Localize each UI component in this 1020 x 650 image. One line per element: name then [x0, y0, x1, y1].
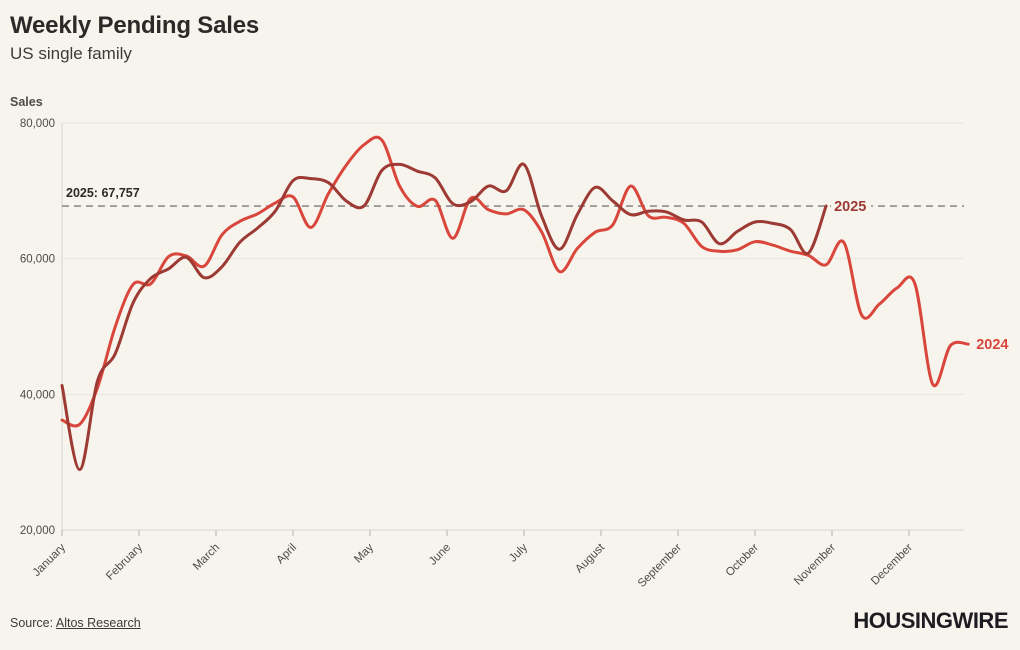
- month-label-june: June: [427, 542, 453, 568]
- month-label-july: July: [507, 541, 530, 564]
- series-label-2024: 2024: [976, 337, 1008, 353]
- month-label-december: December: [869, 542, 915, 588]
- series-label-2025: 2025: [834, 199, 866, 215]
- source-note: Source: Altos Research: [10, 616, 141, 630]
- page-title: Weekly Pending Sales: [10, 12, 259, 39]
- month-label-november: November: [792, 542, 838, 588]
- y-tick-label: 80,000: [20, 118, 55, 130]
- series-line-2025: [60, 162, 828, 472]
- month-label-march: March: [191, 542, 222, 573]
- series-line-2024: [60, 135, 970, 428]
- series-label-bg: [831, 197, 872, 216]
- month-label-february: February: [104, 541, 145, 582]
- month-label-may: May: [352, 541, 376, 565]
- housingwire-logo: HOUSINGWIRE: [853, 608, 1008, 633]
- source-prefix: Source:: [10, 616, 54, 630]
- y-tick-label: 60,000: [20, 254, 55, 266]
- page-subtitle: US single family: [10, 44, 132, 63]
- source-link[interactable]: Altos Research: [55, 616, 141, 630]
- annotation-label: 2025: 67,757: [66, 186, 140, 200]
- y-axis-title: Sales: [10, 95, 43, 109]
- y-tick-label: 40,000: [20, 389, 55, 401]
- month-label-august: August: [573, 541, 607, 575]
- month-label-april: April: [274, 542, 299, 567]
- y-tick-label: 20,000: [20, 525, 55, 537]
- month-label-september: September: [636, 542, 684, 590]
- month-label-october: October: [724, 542, 762, 580]
- series-label-bg: [973, 335, 1014, 354]
- month-label-january: January: [31, 541, 69, 579]
